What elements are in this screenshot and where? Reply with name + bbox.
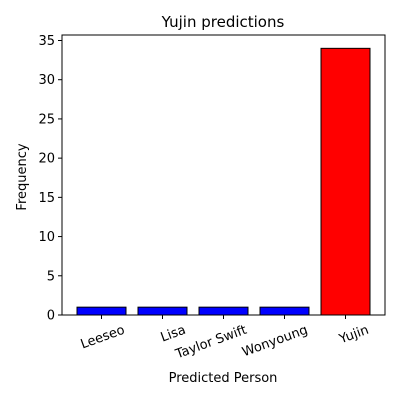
bar-wonyoung xyxy=(259,306,310,316)
x-axis-label: Predicted Person xyxy=(169,371,278,386)
bar-leeseo xyxy=(76,306,127,316)
y-tick-label: 30 xyxy=(38,73,55,88)
y-tick-label: 20 xyxy=(38,152,55,167)
x-tick-label: Lisa xyxy=(159,323,188,346)
y-tick-label: 5 xyxy=(47,269,55,284)
x-tick-label: Leeseo xyxy=(79,323,127,353)
y-axis-label: Frequency xyxy=(15,143,30,210)
bar-yujin xyxy=(320,47,371,316)
x-tick-label: Yujin xyxy=(336,323,370,348)
x-tick-label: Wonyoung xyxy=(240,323,310,361)
y-tick-label: 15 xyxy=(38,191,55,206)
chart-title: Yujin predictions xyxy=(161,13,285,31)
y-tick-label: 35 xyxy=(38,34,55,49)
bar-lisa xyxy=(137,306,188,316)
y-tick-label: 25 xyxy=(38,112,55,127)
y-tick-label: 10 xyxy=(38,230,55,245)
y-tick-label: 0 xyxy=(47,309,55,324)
bar-taylor-swift xyxy=(198,306,249,316)
